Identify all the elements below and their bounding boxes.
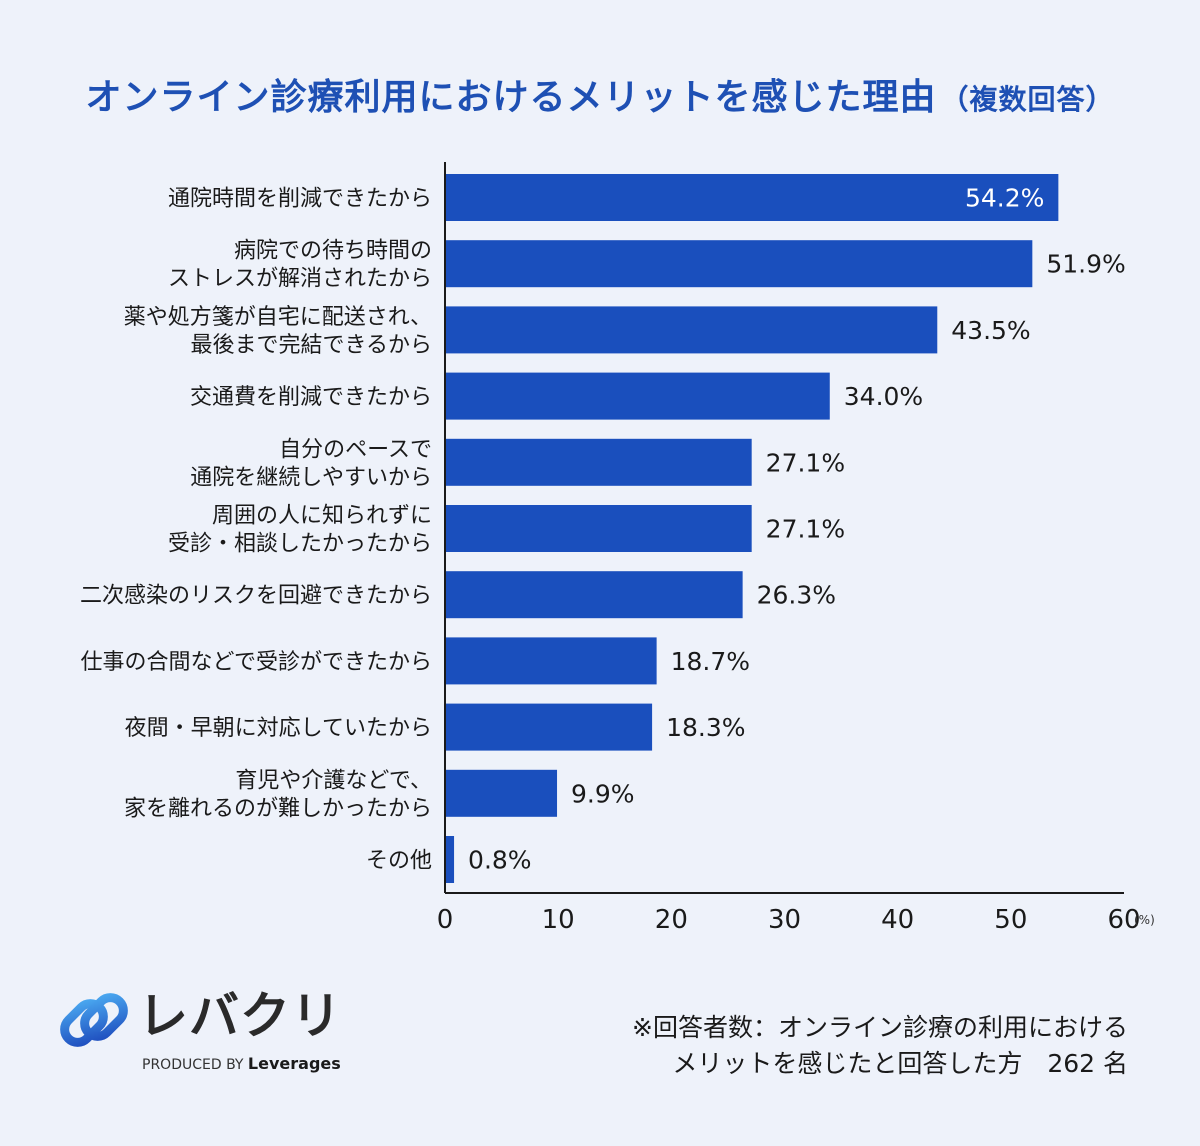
x-tick-label: 40: [881, 905, 914, 935]
category-label: 通院時間を削減できたから: [168, 187, 432, 212]
chart-title-main: オンライン診療利用におけるメリットを感じた理由: [85, 77, 937, 118]
note-line-1: ※回答者数：オンライン診療の利用における: [632, 1013, 1128, 1042]
category-label: 通院を継続しやすいから: [190, 465, 432, 490]
value-label: 43.5%: [951, 316, 1030, 345]
category-label: その他: [366, 849, 432, 874]
produced-by: PRODUCED BY Leverages: [142, 1054, 341, 1073]
value-label: 9.9%: [571, 779, 635, 808]
bar: [445, 372, 830, 420]
brand-logo: レバクリ PRODUCED BY Leverages: [58, 982, 348, 1082]
x-tick-label: 50: [994, 905, 1027, 935]
value-label: 18.7%: [671, 647, 750, 676]
x-tick-label: 60: [1107, 905, 1140, 935]
value-label: 54.2%: [965, 184, 1044, 213]
link-chain-icon: [60, 993, 128, 1047]
logo-text: レバクリ: [138, 987, 342, 1045]
category-label: 交通費を削減できたから: [190, 385, 432, 410]
value-label: 34.0%: [844, 382, 923, 411]
value-label: 0.8%: [468, 846, 532, 875]
category-label: 自分のペースで: [279, 437, 432, 462]
category-label: 仕事の合間などで受診ができたから: [80, 650, 432, 675]
bar: [445, 505, 752, 552]
category-label: 周囲の人に知られずに: [212, 504, 432, 529]
category-label: 薬や処方箋が自宅に配送され、: [124, 305, 432, 330]
bar: [445, 703, 653, 751]
chart-title-sub: （複数回答）: [940, 83, 1115, 116]
value-label: 27.1%: [766, 515, 845, 544]
category-label: 受診・相談したかったから: [168, 532, 432, 557]
produced-by-label: PRODUCED BY: [142, 1057, 244, 1073]
x-tick-label: 30: [768, 905, 801, 935]
bar: [445, 637, 657, 685]
category-label: 最後まで完結できるから: [190, 333, 432, 358]
category-label: ストレスが解消されたから: [168, 267, 432, 292]
note-line-2: メリットを感じたと回答した方 262 名: [672, 1049, 1128, 1078]
value-label: 18.3%: [666, 713, 745, 742]
bar: [445, 240, 1033, 288]
bar: [445, 438, 752, 486]
category-label: 夜間・早朝に対応していたから: [125, 716, 432, 741]
x-tick-label: 10: [542, 905, 575, 935]
category-label: 二次感染のリスクを回避できたから: [80, 584, 432, 609]
value-label: 27.1%: [766, 448, 845, 477]
value-label: 51.9%: [1046, 250, 1125, 279]
category-label: 病院での待ち時間の: [234, 239, 432, 264]
bar: [445, 836, 455, 883]
category-label: 育児や介護などで、: [235, 768, 432, 793]
respondent-note: ※回答者数：オンライン診療の利用における メリットを感じたと回答した方 262 …: [632, 1010, 1128, 1082]
bar: [445, 306, 938, 354]
bar: [445, 769, 558, 817]
company-name: Leverages: [247, 1054, 341, 1073]
x-unit-label: (%): [1134, 913, 1155, 927]
chart-title: オンライン診療利用におけるメリットを感じた理由 （複数回答）: [0, 68, 1200, 120]
x-tick-label: 0: [437, 905, 454, 935]
bar: [445, 571, 743, 619]
category-label: 家を離れるのが難しかったから: [124, 796, 432, 821]
value-label: 26.3%: [757, 581, 836, 610]
bar: [445, 174, 1059, 221]
x-tick-label: 20: [655, 905, 688, 935]
